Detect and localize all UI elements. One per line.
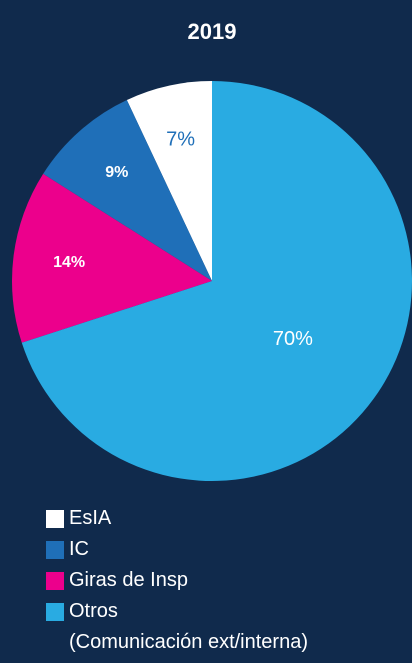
pie-slice — [126, 81, 212, 281]
legend-item: Giras de Insp — [46, 569, 308, 600]
pie-slice — [21, 81, 412, 482]
legend-swatch — [46, 603, 64, 621]
legend-swatch — [46, 572, 64, 590]
legend-item: IC — [46, 538, 308, 569]
pie-slice — [43, 100, 212, 281]
legend: EsIA IC Giras de Insp Otros (Comunicación e… — [46, 507, 308, 653]
legend-item: EsIA — [46, 507, 308, 538]
legend-label: Giras de Insp — [69, 569, 188, 591]
legend-label: IC — [69, 538, 89, 560]
chart-title: 2019 — [188, 19, 237, 44]
legend-swatch — [46, 541, 64, 559]
chart: 2019 7% 9% 14% 70% — [11, 19, 412, 482]
legend-item: Otros (Comunicación ext/interna) — [46, 600, 308, 653]
data-label: 9% — [105, 164, 128, 181]
legend-swatch — [46, 510, 64, 528]
data-label: 14% — [53, 254, 85, 271]
data-label: 7% — [166, 129, 195, 151]
legend-label: EsIA — [69, 507, 112, 529]
data-label: 70% — [273, 328, 313, 350]
pie-slice — [11, 173, 212, 343]
legend-label: Otros (Comunicación ext/interna) — [69, 600, 308, 653]
